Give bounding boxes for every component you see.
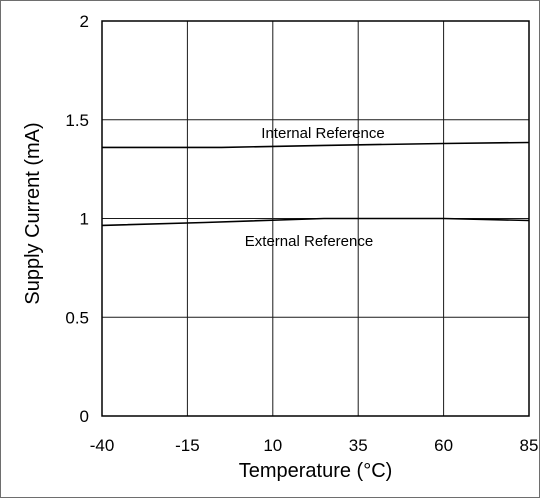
x-axis-title: Temperature (°C) <box>239 460 393 482</box>
tick-labels: -40 -15 10 35 60 85 0 0.5 1 1.5 2 <box>65 12 538 455</box>
series-line-0 <box>102 141 530 149</box>
y-tick-label: 1 <box>80 210 89 229</box>
x-tick-label: -40 <box>90 436 115 455</box>
series-layer <box>101 141 530 227</box>
plot-area <box>101 20 530 417</box>
x-tick-label: -15 <box>175 436 200 455</box>
y-tick-label: 0.5 <box>65 308 89 327</box>
external-reference-label: External Reference <box>245 233 373 250</box>
y-tick-label: 0 <box>80 407 89 426</box>
y-tick-label: 1.5 <box>65 111 89 130</box>
y-axis-title: Supply Current (mA) <box>22 122 44 304</box>
y-tick-label: 2 <box>80 12 89 31</box>
x-tick-label: 85 <box>520 436 539 455</box>
internal-reference-label: Internal Reference <box>261 125 384 142</box>
x-tick-label: 35 <box>349 436 368 455</box>
series-line-1 <box>101 217 530 227</box>
x-tick-label: 10 <box>263 436 282 455</box>
x-tick-label: 60 <box>434 436 453 455</box>
